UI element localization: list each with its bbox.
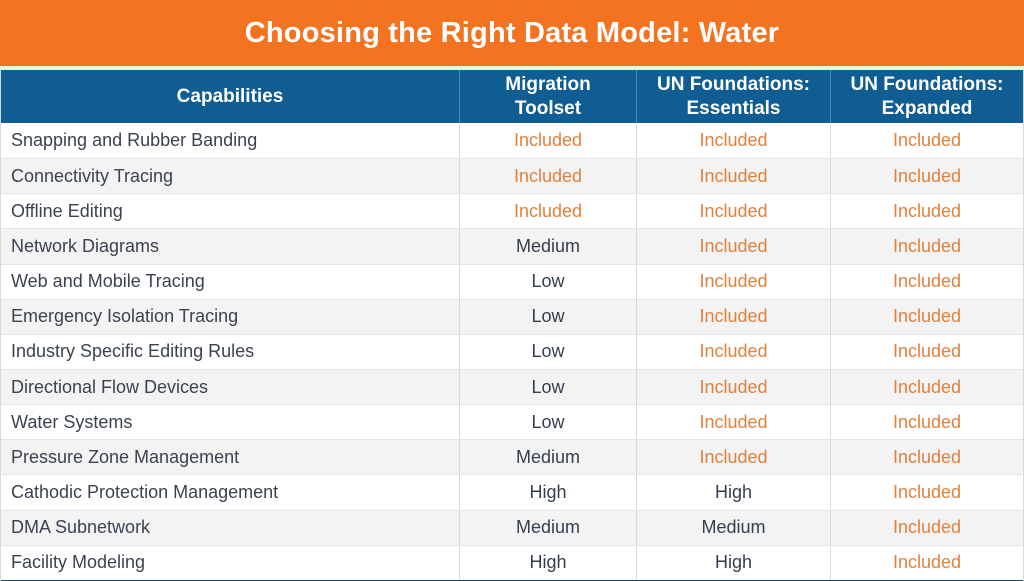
banner-divider bbox=[0, 66, 1024, 70]
migration-toolset-cell: Low bbox=[459, 334, 636, 369]
column-header-un-foundations-essentials: UN Foundations: Essentials bbox=[636, 70, 830, 123]
column-header-migration-toolset: Migration Toolset bbox=[459, 70, 636, 123]
column-header-un-foundations-expanded: UN Foundations: Expanded bbox=[830, 70, 1023, 123]
page-title: Choosing the Right Data Model: Water bbox=[244, 16, 780, 49]
migration-toolset-cell: Low bbox=[459, 299, 636, 334]
un-essentials-cell: Included bbox=[636, 194, 830, 229]
migration-toolset-cell: Included bbox=[459, 194, 636, 229]
un-essentials-cell: Included bbox=[636, 334, 830, 369]
capability-cell: Facility Modeling bbox=[11, 552, 146, 573]
un-essentials-cell: Medium bbox=[636, 510, 830, 545]
table-row: Pressure Zone Management Medium Included… bbox=[1, 439, 1023, 475]
un-essentials-cell: Included bbox=[636, 405, 830, 440]
capability-cell: DMA Subnetwork bbox=[11, 517, 151, 538]
capability-cell: Cathodic Protection Management bbox=[11, 481, 279, 502]
capability-cell: Web and Mobile Tracing bbox=[11, 271, 205, 292]
un-expanded-cell: Included bbox=[830, 299, 1023, 334]
capability-cell: Emergency Isolation Tracing bbox=[11, 306, 239, 327]
un-essentials-cell: Included bbox=[636, 369, 830, 405]
table-body: Snapping and Rubber Banding Included Inc… bbox=[1, 123, 1023, 580]
un-expanded-cell: Included bbox=[830, 264, 1023, 299]
un-essentials-cell: Included bbox=[636, 229, 830, 264]
capability-cell: Offline Editing bbox=[11, 200, 123, 221]
un-essentials-cell: Included bbox=[636, 123, 830, 159]
un-essentials-cell: Included bbox=[636, 440, 830, 475]
table-row: Cathodic Protection Management High High… bbox=[1, 474, 1023, 510]
migration-toolset-cell: Included bbox=[459, 123, 636, 159]
un-expanded-cell: Included bbox=[830, 369, 1023, 405]
table-row: DMA Subnetwork Medium Medium Included bbox=[1, 509, 1023, 545]
table-row: Offline Editing Included Included Includ… bbox=[1, 193, 1023, 229]
migration-toolset-cell: Medium bbox=[459, 510, 636, 545]
table-row: Network Diagrams Medium Included Include… bbox=[1, 228, 1023, 264]
migration-toolset-cell: Low bbox=[459, 369, 636, 405]
capability-comparison-table: Capabilities Migration Toolset UN Founda… bbox=[0, 70, 1024, 581]
table-row: Connectivity Tracing Included Included I… bbox=[1, 158, 1023, 194]
title-banner: Choosing the Right Data Model: Water bbox=[0, 0, 1024, 66]
un-expanded-cell: Included bbox=[830, 545, 1023, 580]
capability-cell: Connectivity Tracing bbox=[11, 165, 174, 186]
migration-toolset-cell: Medium bbox=[459, 440, 636, 475]
un-expanded-cell: Included bbox=[830, 123, 1023, 159]
table-row: Snapping and Rubber Banding Included Inc… bbox=[1, 123, 1023, 159]
table-row: Water Systems Low Included Included bbox=[1, 404, 1023, 440]
un-essentials-cell: Included bbox=[636, 159, 830, 194]
capability-cell: Directional Flow Devices bbox=[11, 376, 209, 397]
un-essentials-cell: Included bbox=[636, 264, 830, 299]
migration-toolset-cell: Medium bbox=[459, 229, 636, 264]
table-row: Web and Mobile Tracing Low Included Incl… bbox=[1, 263, 1023, 299]
table-row: Facility Modeling High High Included bbox=[1, 544, 1023, 580]
capability-cell: Network Diagrams bbox=[11, 235, 160, 256]
un-expanded-cell: Included bbox=[830, 475, 1023, 510]
un-expanded-cell: Included bbox=[830, 510, 1023, 545]
un-essentials-cell: High bbox=[636, 475, 830, 510]
un-expanded-cell: Included bbox=[830, 440, 1023, 475]
migration-toolset-cell: High bbox=[459, 475, 636, 510]
migration-toolset-cell: Low bbox=[459, 264, 636, 299]
un-expanded-cell: Included bbox=[830, 194, 1023, 229]
un-expanded-cell: Included bbox=[830, 159, 1023, 194]
migration-toolset-cell: Low bbox=[459, 405, 636, 440]
capability-cell: Water Systems bbox=[11, 411, 133, 432]
migration-toolset-cell: Included bbox=[459, 159, 636, 194]
capability-cell: Industry Specific Editing Rules bbox=[11, 341, 255, 362]
un-expanded-cell: Included bbox=[830, 229, 1023, 264]
un-expanded-cell: Included bbox=[830, 334, 1023, 369]
un-essentials-cell: High bbox=[636, 545, 830, 580]
migration-toolset-cell: High bbox=[459, 545, 636, 580]
table-header-row: Capabilities Migration Toolset UN Founda… bbox=[1, 70, 1023, 123]
capability-cell: Snapping and Rubber Banding bbox=[11, 130, 258, 151]
table-row: Directional Flow Devices Low Included In… bbox=[1, 368, 1023, 405]
table-row: Industry Specific Editing Rules Low Incl… bbox=[1, 333, 1023, 369]
capability-cell: Pressure Zone Management bbox=[11, 446, 240, 467]
un-expanded-cell: Included bbox=[830, 405, 1023, 440]
column-header-capabilities: Capabilities bbox=[176, 85, 284, 107]
un-essentials-cell: Included bbox=[636, 299, 830, 334]
table-row: Emergency Isolation Tracing Low Included… bbox=[1, 298, 1023, 334]
